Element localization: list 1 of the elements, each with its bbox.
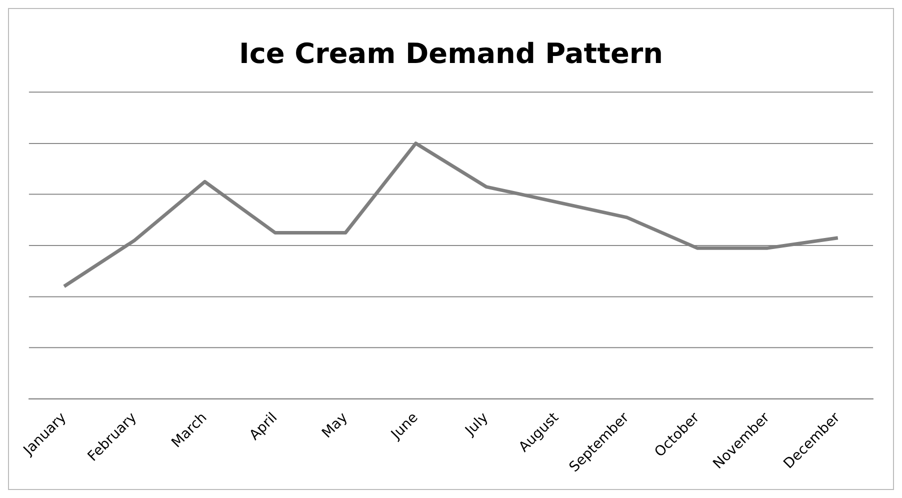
chart-title: Ice Cream Demand Pattern bbox=[238, 36, 664, 70]
